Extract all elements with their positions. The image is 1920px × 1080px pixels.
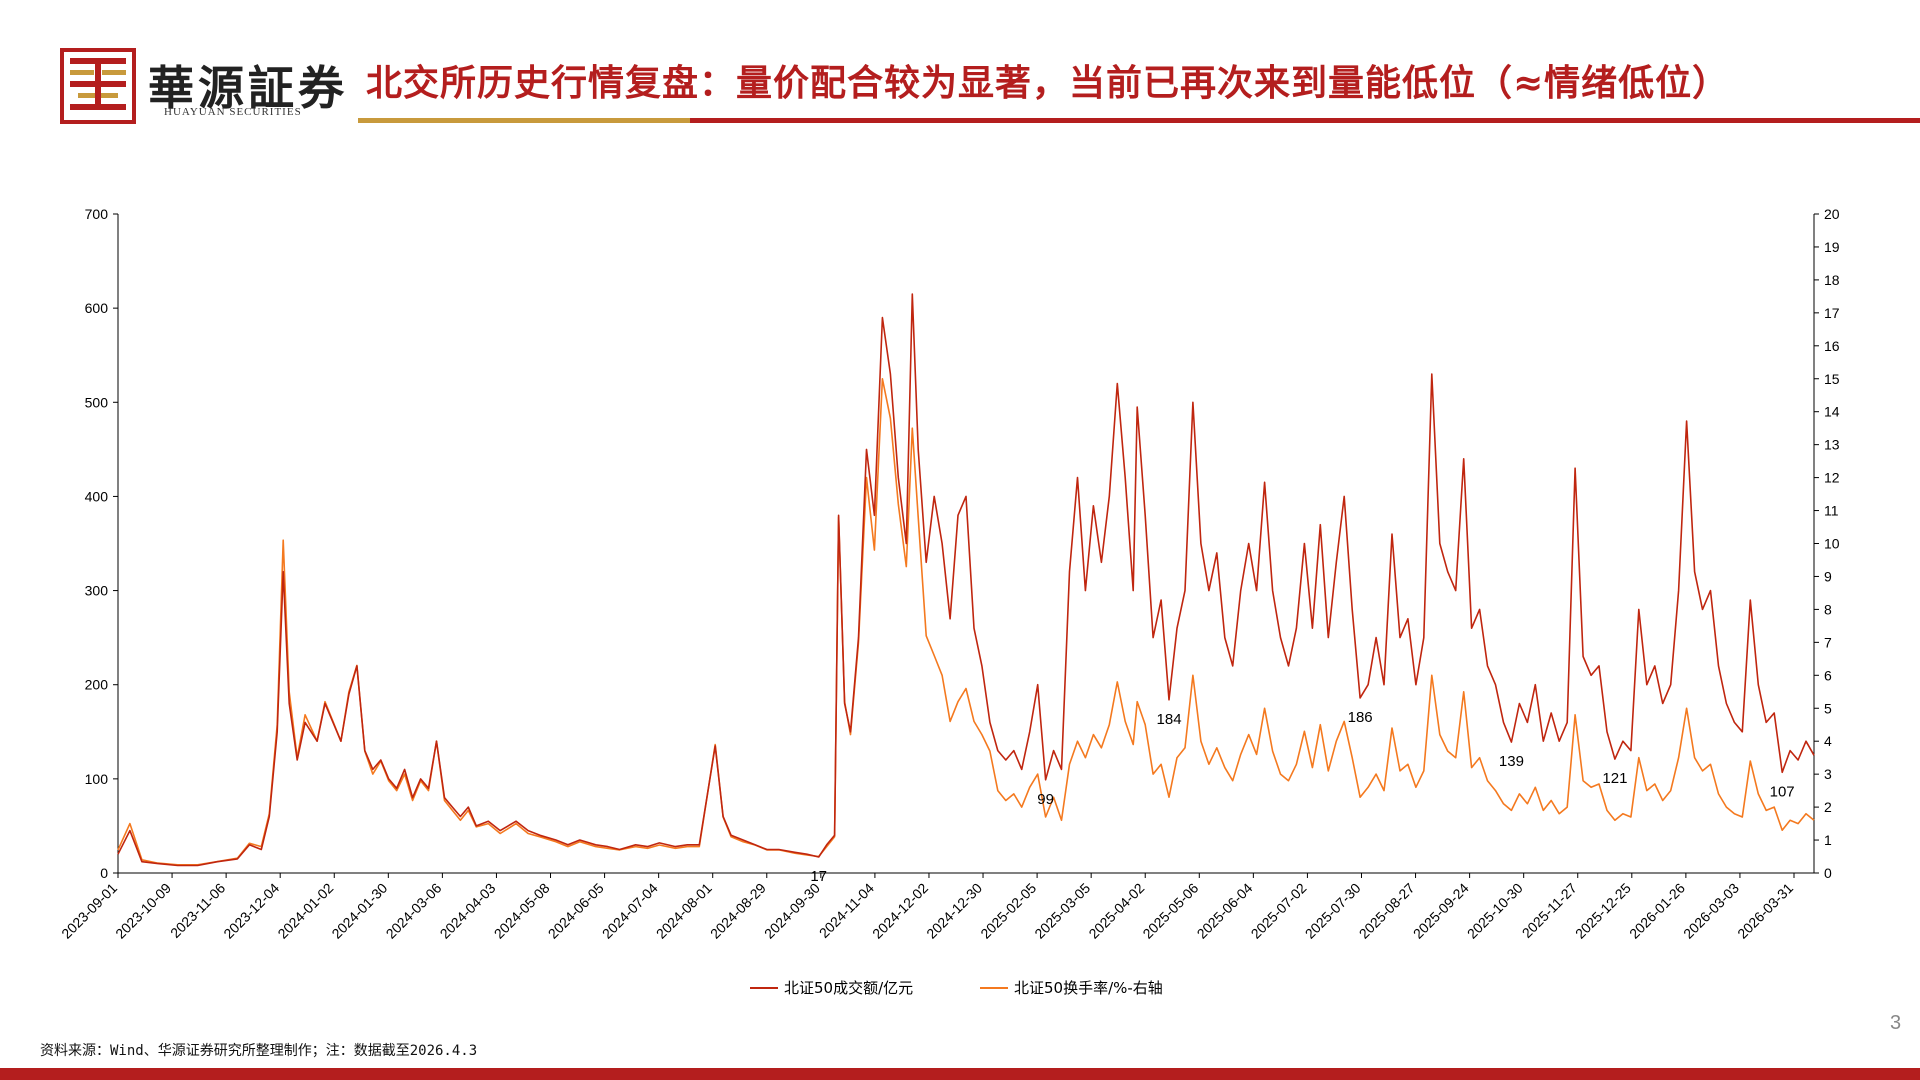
y-right-tick-label: 17 bbox=[1824, 305, 1840, 321]
data-label: 139 bbox=[1499, 753, 1524, 770]
x-tick-label: 2024-09-30 bbox=[761, 880, 823, 942]
y-left-tick-label: 400 bbox=[85, 488, 109, 504]
slide-header: 華源証券 HUAYUAN SECURITIES 北交所历史行情复盘：量价配合较为… bbox=[0, 0, 1920, 130]
y-left-tick-label: 600 bbox=[85, 300, 109, 316]
y-left-tick-label: 500 bbox=[85, 394, 109, 410]
y-right-tick-label: 16 bbox=[1824, 338, 1840, 354]
series-line-turnover bbox=[117, 378, 1815, 866]
y-right-tick-label: 7 bbox=[1824, 634, 1832, 650]
y-right-tick-label: 11 bbox=[1824, 503, 1839, 519]
y-right-tick-label: 5 bbox=[1824, 700, 1832, 716]
x-tick-label: 2025-05-06 bbox=[1139, 880, 1201, 942]
page-title: 北交所历史行情复盘：量价配合较为显著，当前已再次来到量能低位（≈情绪低位） bbox=[366, 63, 1730, 104]
x-tick-label: 2023-10-09 bbox=[112, 880, 174, 942]
footer-bar bbox=[0, 1068, 1920, 1080]
y-right-tick-label: 14 bbox=[1824, 404, 1840, 420]
x-tick-label: 2024-05-08 bbox=[491, 880, 553, 942]
data-label: 99 bbox=[1037, 791, 1054, 808]
x-tick-label: 2025-10-30 bbox=[1464, 880, 1526, 942]
x-tick-label: 2026-01-26 bbox=[1626, 880, 1688, 942]
y-right-tick-label: 0 bbox=[1824, 865, 1832, 881]
header-rule-red bbox=[690, 118, 1920, 123]
x-tick-label: 2024-11-04 bbox=[816, 880, 877, 941]
logo-seal-icon bbox=[60, 48, 136, 124]
x-tick-label: 2024-03-06 bbox=[383, 880, 445, 942]
company-logo: 華源証券 HUAYUAN SECURITIES bbox=[60, 48, 344, 124]
x-tick-label: 2025-09-24 bbox=[1410, 880, 1472, 942]
header-rule-gold bbox=[358, 118, 690, 123]
x-tick-label: 2025-06-04 bbox=[1194, 880, 1256, 942]
x-tick-label: 2024-12-30 bbox=[923, 880, 985, 942]
y-right-tick-label: 3 bbox=[1824, 766, 1832, 782]
y-right-tick-label: 1 bbox=[1824, 832, 1832, 848]
data-label: 186 bbox=[1348, 709, 1373, 726]
x-tick-label: 2025-11-27 bbox=[1519, 880, 1580, 941]
logo-english-name: HUAYUAN SECURITIES bbox=[164, 106, 302, 118]
x-tick-label: 2023-11-06 bbox=[167, 880, 228, 941]
y-right-tick-label: 12 bbox=[1824, 470, 1840, 486]
x-tick-label: 2025-07-30 bbox=[1302, 880, 1364, 942]
x-tick-label: 2024-08-29 bbox=[707, 880, 769, 942]
legend-label-turnover: 北证50换手率/%-右轴 bbox=[1014, 979, 1163, 997]
y-right-tick-label: 9 bbox=[1824, 568, 1832, 584]
x-tick-label: 2024-01-30 bbox=[328, 880, 390, 942]
logo-chinese-name: 華源証券 bbox=[148, 61, 348, 115]
x-tick-label: 2025-02-05 bbox=[977, 880, 1039, 942]
x-tick-label: 2023-09-01 bbox=[58, 880, 120, 942]
data-label: 17 bbox=[810, 868, 827, 885]
y-right-tick-label: 10 bbox=[1824, 536, 1840, 552]
data-label: 184 bbox=[1157, 711, 1182, 728]
y-left-tick-label: 0 bbox=[100, 865, 108, 881]
x-tick-label: 2024-04-03 bbox=[437, 880, 499, 942]
x-tick-label: 2026-03-31 bbox=[1734, 880, 1796, 942]
x-tick-label: 2024-12-02 bbox=[869, 880, 931, 942]
x-tick-label: 2024-08-01 bbox=[653, 880, 715, 942]
x-tick-label: 2024-01-02 bbox=[274, 880, 336, 942]
data-label: 107 bbox=[1770, 783, 1795, 800]
y-left-tick-label: 700 bbox=[85, 206, 109, 222]
chart-annotations: 17 99 184 186 139 121 107 bbox=[810, 709, 1794, 885]
dual-axis-line-chart: 0100200300400500600700012345678910111213… bbox=[58, 206, 1840, 997]
y-right-tick-label: 6 bbox=[1824, 667, 1832, 683]
x-tick-label: 2025-12-25 bbox=[1572, 880, 1634, 942]
y-left-tick-label: 300 bbox=[85, 583, 109, 599]
y-left-tick-label: 200 bbox=[85, 677, 109, 693]
y-right-tick-label: 13 bbox=[1824, 437, 1840, 453]
legend-label-volume: 北证50成交额/亿元 bbox=[784, 979, 913, 997]
y-left-tick-label: 100 bbox=[85, 771, 109, 787]
source-note: 资料来源：Wind、华源证券研究所整理制作；注：数据截至2026.4.3 bbox=[40, 1043, 478, 1059]
y-right-tick-label: 19 bbox=[1824, 239, 1840, 255]
x-tick-label: 2025-04-02 bbox=[1085, 880, 1147, 942]
y-right-tick-label: 2 bbox=[1824, 799, 1832, 815]
y-right-tick-label: 18 bbox=[1824, 272, 1840, 288]
chart-series bbox=[117, 293, 1815, 867]
x-tick-label: 2024-07-04 bbox=[599, 880, 661, 942]
x-tick-label: 2025-08-27 bbox=[1356, 880, 1418, 942]
y-right-tick-label: 8 bbox=[1824, 601, 1832, 617]
y-right-tick-label: 15 bbox=[1824, 371, 1840, 387]
data-label: 121 bbox=[1602, 770, 1627, 787]
y-right-tick-label: 20 bbox=[1824, 206, 1840, 222]
chart-legend: 北证50成交额/亿元 北证50换手率/%-右轴 bbox=[750, 979, 1163, 997]
series-line-volume bbox=[117, 293, 1815, 867]
x-tick-label: 2025-03-05 bbox=[1031, 880, 1093, 942]
page-number: 3 bbox=[1890, 1012, 1902, 1034]
x-tick-label: 2023-12-04 bbox=[220, 880, 282, 942]
x-tick-label: 2024-06-05 bbox=[545, 880, 607, 942]
y-right-tick-label: 4 bbox=[1824, 733, 1832, 749]
x-tick-label: 2026-03-03 bbox=[1680, 880, 1742, 942]
x-tick-label: 2025-07-02 bbox=[1248, 880, 1310, 942]
